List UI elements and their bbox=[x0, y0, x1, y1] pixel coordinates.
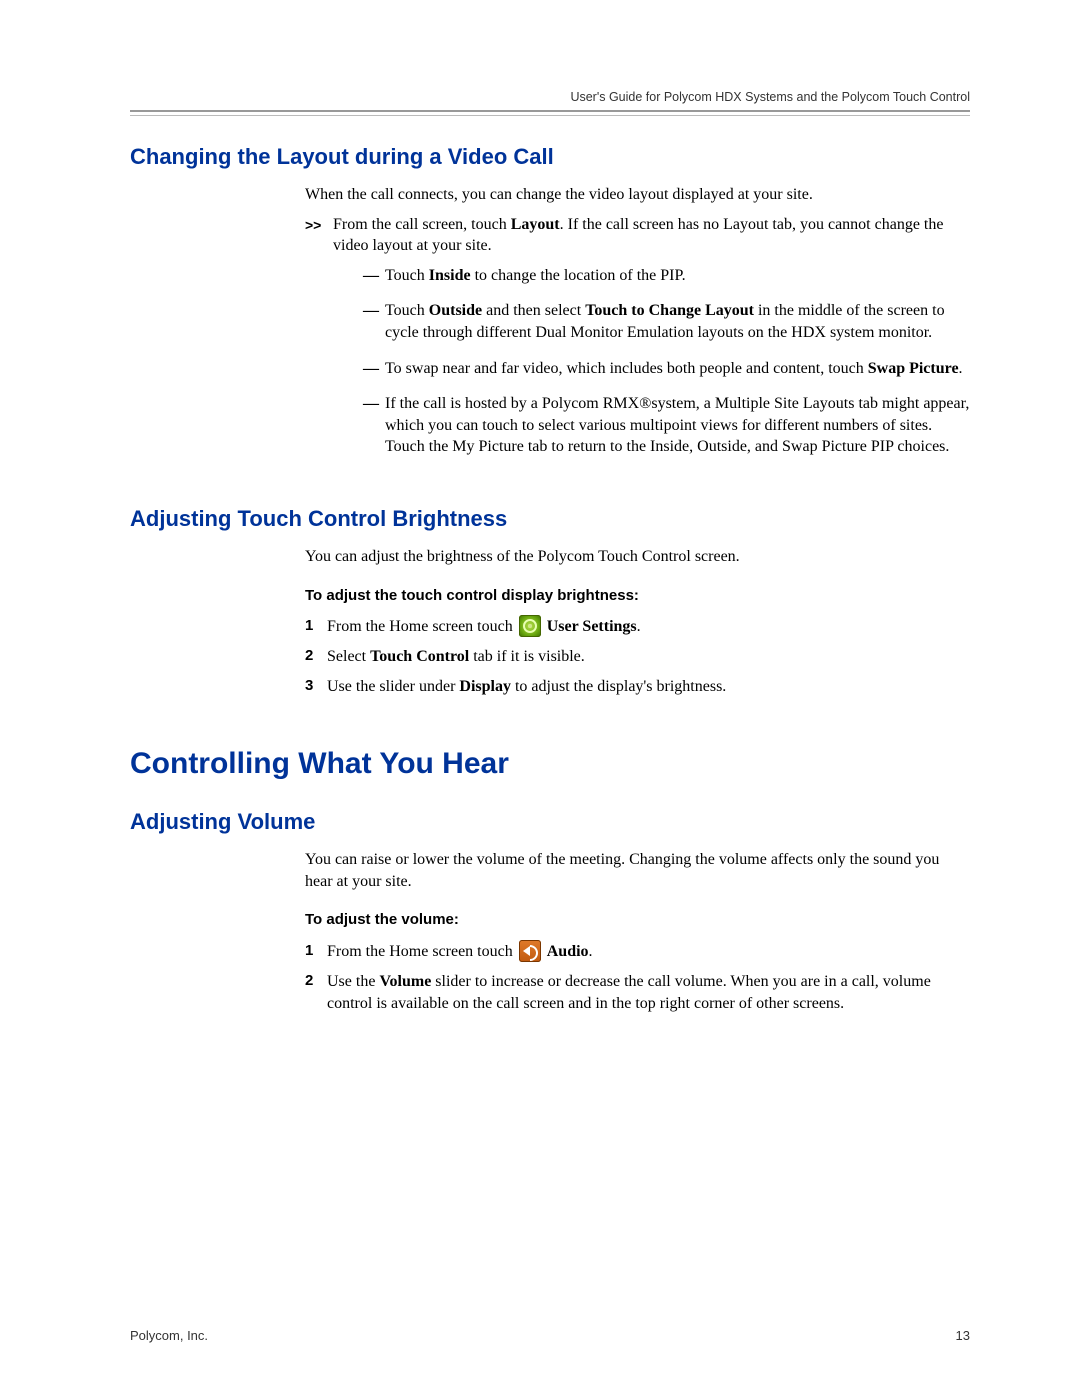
footer: Polycom, Inc. 13 bbox=[130, 1328, 970, 1343]
num-marker: 2 bbox=[305, 971, 327, 1014]
heading-volume: Adjusting Volume bbox=[130, 809, 970, 835]
footer-left: Polycom, Inc. bbox=[130, 1328, 208, 1343]
subhead-volume: To adjust the volume: bbox=[305, 910, 970, 930]
text: Use the slider under bbox=[327, 678, 459, 695]
num-item-3: 3 Use the slider under Display to adjust… bbox=[305, 676, 970, 698]
bold: Outside bbox=[429, 302, 482, 319]
dash-content: If the call is hosted by a Polycom RMX®s… bbox=[385, 393, 970, 458]
bold: Audio bbox=[547, 943, 589, 960]
section1-body: When the call connects, you can change t… bbox=[305, 184, 970, 472]
heading-brightness: Adjusting Touch Control Brightness bbox=[130, 506, 970, 532]
footer-page-number: 13 bbox=[956, 1328, 970, 1343]
text: Use the bbox=[327, 973, 379, 990]
arrow-marker: >> bbox=[305, 214, 333, 472]
text: From the call screen, touch bbox=[333, 216, 511, 233]
num-content: Use the Volume slider to increase or dec… bbox=[327, 971, 970, 1014]
num-content: Select Touch Control tab if it is visibl… bbox=[327, 646, 970, 668]
text: to change the location of the PIP. bbox=[471, 267, 686, 284]
num-list: 1 From the Home screen touch User Settin… bbox=[305, 616, 970, 698]
num-item-2: 2 Use the Volume slider to increase or d… bbox=[305, 971, 970, 1014]
num-marker: 3 bbox=[305, 676, 327, 698]
bold: Swap Picture bbox=[868, 360, 959, 377]
bold: Volume bbox=[379, 973, 431, 990]
text: From the Home screen touch bbox=[327, 618, 517, 635]
dash-marker: — bbox=[363, 358, 385, 380]
bold: Touch to Change Layout bbox=[585, 302, 754, 319]
bold: Inside bbox=[429, 267, 471, 284]
header-text: User's Guide for Polycom HDX Systems and… bbox=[130, 90, 970, 104]
text: . bbox=[589, 943, 593, 960]
dash-content: To swap near and far video, which includ… bbox=[385, 358, 970, 380]
section4-body: You can raise or lower the volume of the… bbox=[305, 849, 970, 1014]
text: and then select bbox=[482, 302, 585, 319]
dash-list: — Touch Inside to change the location of… bbox=[363, 265, 970, 458]
bold: Layout bbox=[511, 216, 560, 233]
num-content: From the Home screen touch Audio. bbox=[327, 941, 970, 963]
dash-content: Touch Outside and then select Touch to C… bbox=[385, 300, 970, 343]
num-list-volume: 1 From the Home screen touch Audio. 2 Us… bbox=[305, 941, 970, 1015]
dash-content: Touch Inside to change the location of t… bbox=[385, 265, 970, 287]
page: User's Guide for Polycom HDX Systems and… bbox=[0, 0, 1080, 1397]
text: tab if it is visible. bbox=[469, 648, 585, 665]
bold: User Settings bbox=[547, 618, 637, 635]
text: . bbox=[637, 618, 641, 635]
section2-body: You can adjust the brightness of the Pol… bbox=[305, 546, 970, 697]
num-item-1: 1 From the Home screen touch User Settin… bbox=[305, 616, 970, 638]
heading-controlling: Controlling What You Hear bbox=[130, 747, 970, 781]
num-content: From the Home screen touch User Settings… bbox=[327, 616, 970, 638]
section2-intro: You can adjust the brightness of the Pol… bbox=[305, 546, 970, 568]
settings-icon bbox=[519, 615, 541, 637]
section1-intro: When the call connects, you can change t… bbox=[305, 184, 970, 206]
num-marker: 2 bbox=[305, 646, 327, 668]
num-item-2: 2 Select Touch Control tab if it is visi… bbox=[305, 646, 970, 668]
text: Touch bbox=[385, 267, 429, 284]
arrow-content: From the call screen, touch Layout. If t… bbox=[333, 214, 970, 472]
dash-item: — Touch Inside to change the location of… bbox=[363, 265, 970, 287]
dash-item: — To swap near and far video, which incl… bbox=[363, 358, 970, 380]
subhead-brightness: To adjust the touch control display brig… bbox=[305, 586, 970, 606]
text: To swap near and far video, which includ… bbox=[385, 360, 868, 377]
arrow-item: >> From the call screen, touch Layout. I… bbox=[305, 214, 970, 472]
num-marker: 1 bbox=[305, 616, 327, 638]
dash-marker: — bbox=[363, 265, 385, 287]
audio-icon bbox=[519, 940, 541, 962]
text: to adjust the display's brightness. bbox=[511, 678, 726, 695]
text: Select bbox=[327, 648, 370, 665]
section4-intro: You can raise or lower the volume of the… bbox=[305, 849, 970, 892]
text: From the Home screen touch bbox=[327, 943, 517, 960]
dash-item: — If the call is hosted by a Polycom RMX… bbox=[363, 393, 970, 458]
num-item-1: 1 From the Home screen touch Audio. bbox=[305, 941, 970, 963]
dash-item: — Touch Outside and then select Touch to… bbox=[363, 300, 970, 343]
bold: Display bbox=[459, 678, 511, 695]
text: . bbox=[959, 360, 963, 377]
header-rule bbox=[130, 110, 970, 116]
num-content: Use the slider under Display to adjust t… bbox=[327, 676, 970, 698]
text: Touch bbox=[385, 302, 429, 319]
dash-marker: — bbox=[363, 300, 385, 343]
num-marker: 1 bbox=[305, 941, 327, 963]
dash-marker: — bbox=[363, 393, 385, 458]
bold: Touch Control bbox=[370, 648, 469, 665]
heading-layout: Changing the Layout during a Video Call bbox=[130, 144, 970, 170]
